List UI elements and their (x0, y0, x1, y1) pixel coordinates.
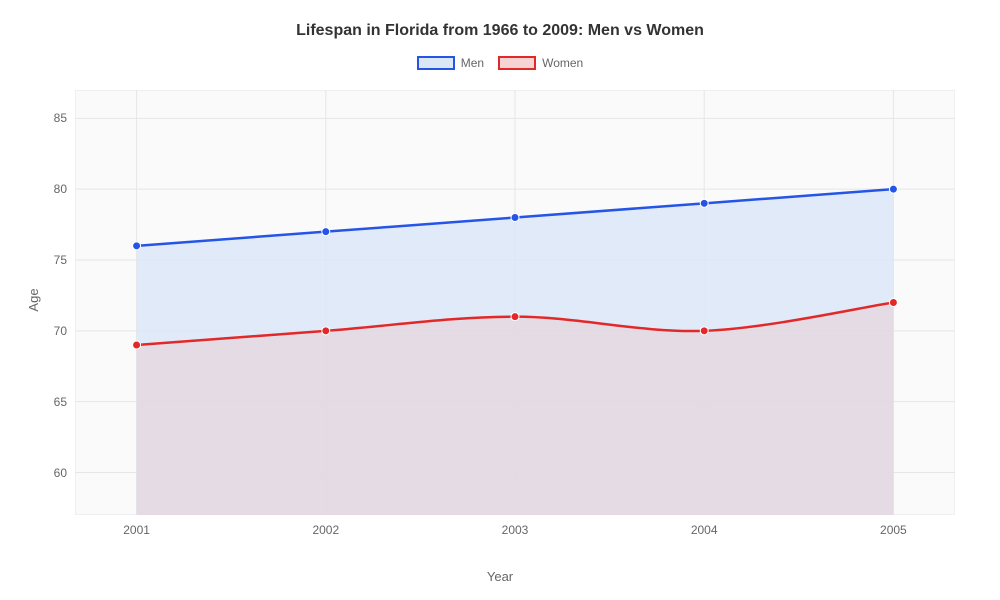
y-tick: 80 (54, 182, 67, 196)
y-axis-label: Age (26, 288, 41, 311)
legend-swatch-men (417, 56, 455, 70)
legend-swatch-women (498, 56, 536, 70)
legend-item-men[interactable]: Men (417, 56, 484, 70)
y-tick: 75 (54, 253, 67, 267)
y-tick: 70 (54, 324, 67, 338)
y-tick: 85 (54, 111, 67, 125)
x-tick: 2005 (880, 523, 907, 537)
x-tick: 2004 (691, 523, 718, 537)
legend-item-women[interactable]: Women (498, 56, 583, 70)
lifespan-chart: Lifespan in Florida from 1966 to 2009: M… (0, 0, 1000, 600)
legend: Men Women (0, 56, 1000, 70)
chart-title: Lifespan in Florida from 1966 to 2009: M… (0, 22, 1000, 40)
plot-area: 60657075808520012002200320042005 (75, 90, 955, 515)
legend-label-men: Men (461, 56, 484, 70)
y-tick: 60 (54, 466, 67, 480)
x-tick: 2002 (312, 523, 339, 537)
x-tick: 2001 (123, 523, 150, 537)
y-tick: 65 (54, 395, 67, 409)
legend-label-women: Women (542, 56, 583, 70)
x-axis-label: Year (0, 569, 1000, 584)
x-tick: 2003 (502, 523, 529, 537)
chart-svg (75, 90, 955, 515)
